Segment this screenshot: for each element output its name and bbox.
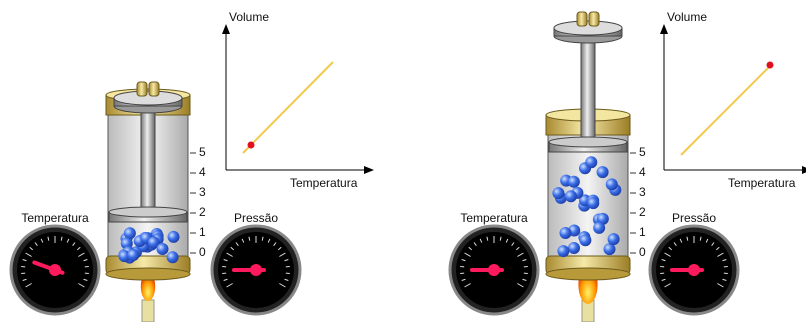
gauge-label: Temperatura bbox=[460, 211, 528, 225]
knob bbox=[577, 12, 587, 26]
scale-label: 4 bbox=[199, 165, 206, 179]
knob bbox=[149, 82, 159, 96]
gauge-hub bbox=[250, 264, 262, 276]
illustration: 0 1 2 3 4 5 Volume Temperatura Temperatura Pressã… bbox=[0, 0, 806, 322]
trend-line bbox=[681, 65, 771, 155]
scale-label: 2 bbox=[199, 205, 206, 219]
gauge-hub bbox=[49, 264, 61, 276]
gauge-label: Pressão bbox=[672, 211, 716, 225]
scale-label: 0 bbox=[639, 245, 646, 259]
molecule bbox=[606, 178, 618, 190]
scale-label: 3 bbox=[639, 185, 646, 199]
y-arrow bbox=[222, 24, 230, 34]
molecule bbox=[167, 251, 179, 263]
piston-top bbox=[109, 207, 187, 217]
state-dot bbox=[248, 142, 255, 149]
piston-top bbox=[549, 137, 627, 147]
scale-label: 3 bbox=[199, 185, 206, 199]
scale-label: 0 bbox=[199, 245, 206, 259]
gauge-hub bbox=[688, 264, 700, 276]
gauge-label: Temperatura bbox=[21, 211, 89, 225]
knob bbox=[589, 12, 599, 26]
scale-label: 2 bbox=[639, 205, 646, 219]
molecule bbox=[593, 222, 605, 234]
rod bbox=[141, 112, 155, 212]
molecule bbox=[124, 227, 136, 239]
y-axis-label: Volume bbox=[229, 10, 269, 24]
scale-label: 5 bbox=[199, 145, 206, 159]
molecule bbox=[156, 243, 168, 255]
molecule bbox=[587, 197, 599, 209]
molecule bbox=[608, 233, 620, 245]
x-arrow bbox=[364, 166, 374, 174]
knob bbox=[137, 82, 147, 96]
molecule bbox=[552, 187, 564, 199]
molecule bbox=[585, 156, 597, 168]
burner bbox=[142, 300, 154, 322]
state-dot bbox=[767, 62, 774, 69]
panel: 0 1 2 3 4 5 Volume Temperatura Temperatura Pressã… bbox=[11, 10, 374, 322]
gauge-hub bbox=[488, 264, 500, 276]
head-top bbox=[554, 21, 622, 35]
y-arrow bbox=[660, 24, 668, 34]
molecule bbox=[565, 190, 577, 202]
molecule bbox=[127, 249, 139, 261]
molecule bbox=[597, 166, 609, 178]
scale-label: 4 bbox=[639, 165, 646, 179]
x-axis-label: Temperatura bbox=[728, 176, 796, 190]
gauge-label: Pressão bbox=[234, 211, 278, 225]
y-axis-label: Volume bbox=[667, 10, 707, 24]
head-top bbox=[114, 91, 182, 105]
scale-label: 1 bbox=[639, 225, 646, 239]
molecule bbox=[557, 245, 569, 257]
panel: 0 1 2 3 4 5 Volume Temperatura Temperatura Pressã… bbox=[450, 10, 806, 322]
base-bottom bbox=[106, 268, 190, 280]
molecule bbox=[568, 242, 580, 254]
rod bbox=[581, 40, 595, 142]
x-axis-label: Temperatura bbox=[290, 176, 358, 190]
molecule bbox=[579, 234, 591, 246]
trend-line bbox=[243, 62, 333, 153]
scale-label: 5 bbox=[639, 145, 646, 159]
x-arrow bbox=[802, 166, 806, 174]
molecule bbox=[568, 176, 580, 188]
base-bottom bbox=[546, 268, 630, 280]
scale-label: 1 bbox=[199, 225, 206, 239]
molecule bbox=[560, 227, 572, 239]
molecule bbox=[168, 231, 180, 243]
